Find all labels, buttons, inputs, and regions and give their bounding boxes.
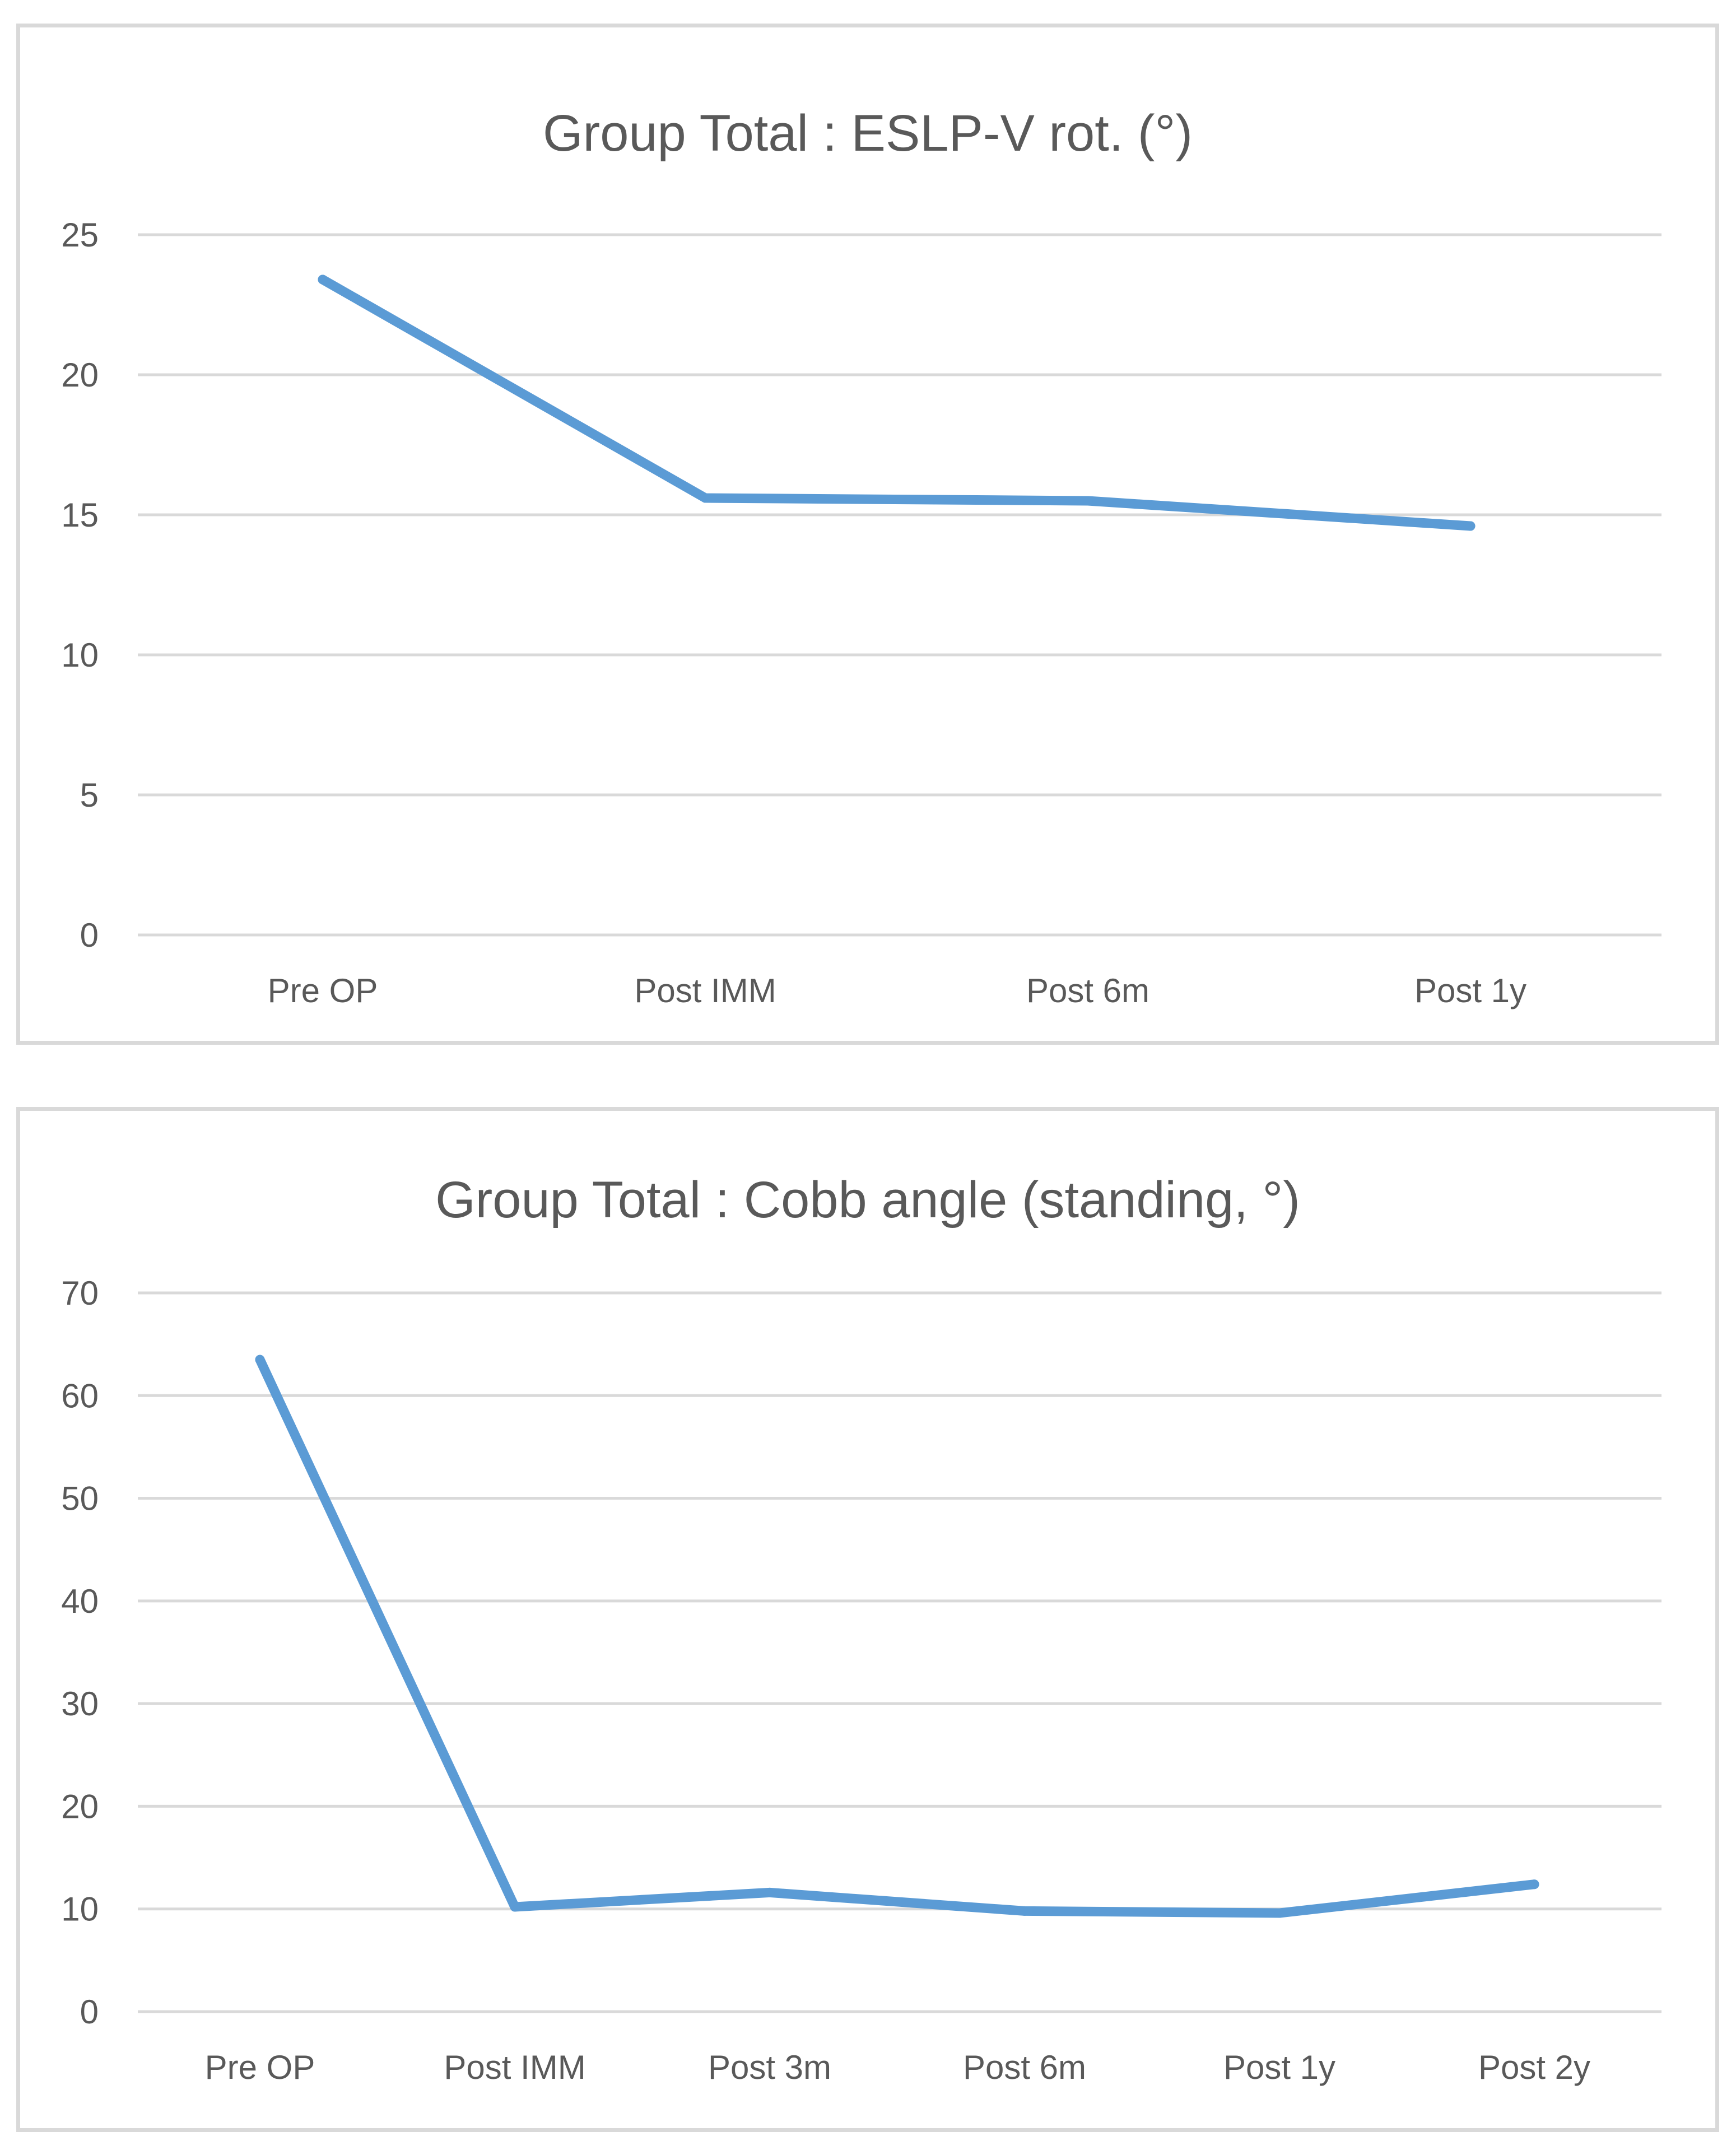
y-tick-label: 10: [61, 1891, 99, 1928]
data-point: [1020, 1906, 1030, 1916]
chart-panel-cobb: Group Total : Cobb angle (standing, °) 0 1…: [16, 1107, 1719, 2132]
data-point: [255, 1355, 265, 1365]
x-tick-label: Post IMM: [634, 972, 776, 1009]
y-tick-label: 5: [80, 776, 99, 814]
y-tick-label: 20: [61, 1788, 99, 1825]
y-tick-label: 70: [61, 1274, 99, 1312]
cobb-angle-chart: Group Total : Cobb angle (standing, °) 0 1…: [61, 1171, 1661, 2086]
y-tick-label: 30: [61, 1685, 99, 1723]
y-tick-label: 0: [80, 916, 99, 954]
x-tick-label: Post 6m: [963, 2049, 1086, 2086]
data-point: [700, 493, 710, 503]
chart-panel-eslp: Group Total : ESLP-V rot. (°) 0 5 10 15 20 25 P…: [16, 24, 1719, 1045]
x-tick-label: Post 2y: [1478, 2049, 1590, 2086]
series-line: [255, 1355, 1539, 1918]
data-point: [318, 274, 328, 285]
x-tick-label: Post 6m: [1026, 972, 1149, 1009]
y-tick-label: 0: [80, 1993, 99, 2031]
data-point: [1465, 521, 1476, 531]
y-tick-label: 25: [61, 216, 99, 254]
chart-title: Group Total : ESLP-V rot. (°): [543, 105, 1193, 162]
data-point: [765, 1887, 775, 1897]
data-point: [1529, 1879, 1539, 1890]
chart-title: Group Total : Cobb angle (standing, °): [435, 1171, 1300, 1228]
eslp-rotation-chart: Group Total : ESLP-V rot. (°) 0 5 10 15 20 25 P…: [61, 105, 1661, 1009]
data-point: [510, 1902, 520, 1912]
x-tick-label: Pre OP: [205, 2049, 315, 2086]
y-tick-label: 50: [61, 1480, 99, 1518]
y-tick-label: 15: [61, 496, 99, 534]
data-point: [1083, 496, 1093, 506]
data-point: [1274, 1908, 1284, 1918]
y-tick-label: 60: [61, 1377, 99, 1414]
x-tick-label: Post 3m: [708, 2049, 831, 2086]
y-tick-label: 10: [61, 636, 99, 674]
y-tick-label: 40: [61, 1583, 99, 1620]
y-tick-label: 20: [61, 356, 99, 394]
x-tick-label: Post IMM: [444, 2049, 585, 2086]
x-tick-label: Post 1y: [1223, 2049, 1335, 2086]
series-line: [318, 274, 1476, 531]
x-tick-label: Pre OP: [268, 972, 378, 1009]
x-tick-label: Post 1y: [1414, 972, 1526, 1009]
